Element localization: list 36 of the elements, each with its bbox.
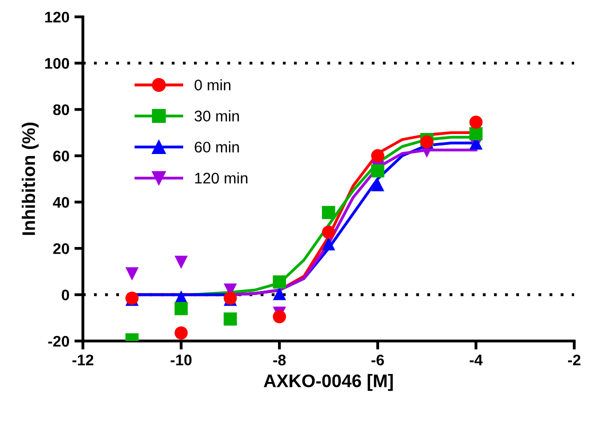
point <box>371 164 384 178</box>
point <box>224 312 237 326</box>
y-tick-label: 20 <box>53 243 70 254</box>
point <box>272 286 286 300</box>
x-tick-label: -8 <box>273 354 286 366</box>
point <box>322 237 336 250</box>
y-tick-label: 120 <box>45 12 70 23</box>
x-tick-label: -2 <box>568 354 580 366</box>
y-tick-label: 60 <box>53 150 70 162</box>
legend-label: 30 min <box>194 110 239 122</box>
point <box>272 310 286 324</box>
x-tick-label: -4 <box>470 354 483 366</box>
point <box>272 275 286 289</box>
point <box>371 149 384 162</box>
point <box>371 178 384 192</box>
x-tick-label: -10 <box>170 354 192 366</box>
x-axis-title: AXKO-0046 [M] <box>264 374 393 391</box>
point <box>322 226 336 239</box>
point <box>174 256 188 269</box>
x-tick-label: -6 <box>372 354 384 366</box>
y-axis-title: Inhibition (%) <box>22 122 39 235</box>
point <box>174 326 188 340</box>
legend-label: 0 min <box>194 79 230 90</box>
point <box>125 267 139 280</box>
legend-label: 120 min <box>195 172 248 184</box>
y-tick-label: 40 <box>52 196 70 208</box>
point <box>322 206 336 220</box>
y-tick-label: 80 <box>53 104 70 116</box>
x-tick-label: -12 <box>72 354 94 366</box>
y-tick-label: 0 <box>62 290 70 300</box>
y-tick-label: -20 <box>48 336 70 347</box>
point <box>174 302 188 316</box>
point <box>469 116 483 129</box>
y-tick-label: 100 <box>45 58 70 69</box>
point <box>469 127 483 140</box>
legend-label: 60 min <box>194 141 239 153</box>
